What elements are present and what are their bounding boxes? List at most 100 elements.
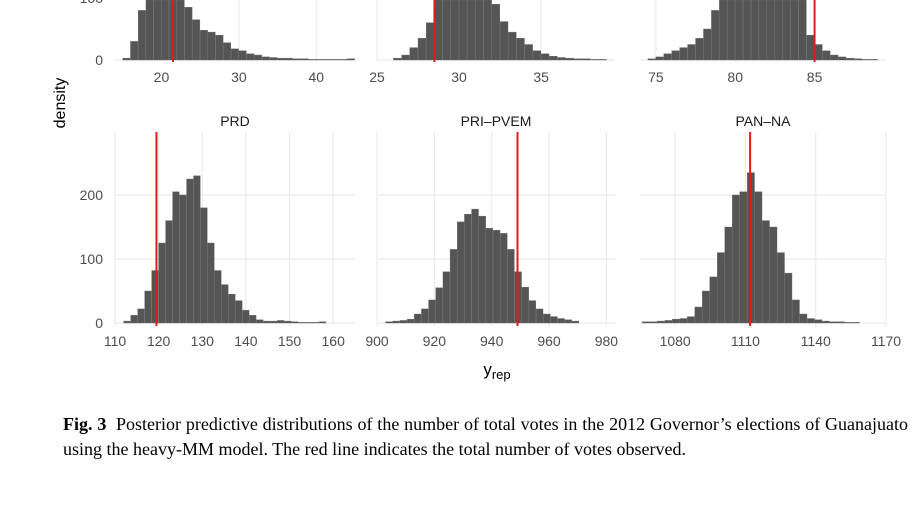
histogram-bars [647, 0, 878, 61]
x-tick-label: 110 [104, 333, 127, 349]
histogram-bar [298, 322, 306, 324]
histogram-bar [207, 31, 216, 61]
histogram-bar [426, 22, 435, 61]
histogram-bar [711, 10, 720, 61]
y-tick-label: 100 [80, 251, 104, 267]
histogram-bar [647, 58, 656, 61]
histogram-bar [145, 0, 154, 61]
histogram-bar [719, 0, 728, 61]
histogram-bar [130, 41, 139, 61]
histogram-bar [679, 47, 688, 61]
histogram-bar [421, 308, 429, 324]
histogram-bar [762, 220, 770, 324]
histogram-bar [777, 252, 785, 324]
histogram-bar [732, 194, 740, 324]
histogram-bar [679, 318, 688, 324]
histogram-bar [172, 191, 180, 324]
histogram-bar [524, 44, 533, 61]
histogram-bar [769, 226, 778, 324]
histogram-bar [717, 252, 725, 324]
histogram-bar [485, 228, 494, 324]
histogram-bar [766, 0, 775, 61]
histogram-bar [709, 276, 718, 324]
histogram-bar [246, 53, 255, 61]
histogram-bar [739, 191, 748, 324]
histogram-bar [137, 308, 145, 324]
histogram-bar [799, 313, 808, 324]
histogram-bar [852, 322, 860, 324]
histogram-bar [499, 21, 509, 61]
histogram-bar [186, 178, 194, 324]
histogram-bar [153, 0, 162, 61]
histogram-bar [291, 321, 299, 324]
histogram-bar [664, 320, 673, 324]
x-tick-label: 25 [369, 69, 385, 85]
histogram-bar [508, 31, 517, 61]
histogram-bar [200, 207, 208, 324]
histogram-bar [428, 299, 436, 324]
histogram-bar [742, 0, 751, 61]
histogram-bar [249, 315, 257, 324]
histogram-bar [467, 0, 476, 61]
histogram-bar [694, 306, 703, 324]
histogram-bar [807, 318, 815, 324]
histogram-bar [292, 58, 301, 61]
histogram-bar [507, 249, 515, 324]
histogram-bar [331, 59, 340, 61]
histogram-bar [475, 0, 484, 61]
histogram-bar [434, 0, 443, 61]
facet-panel-6: PAN–NA 1080 1110 1140 1170 [640, 113, 901, 349]
x-tick-label: 75 [648, 69, 664, 85]
histogram-bar [176, 0, 185, 61]
histogram-bar [557, 318, 565, 324]
histogram-bar [417, 38, 427, 61]
histogram-bar [339, 59, 348, 61]
histogram-bar [221, 284, 229, 324]
histogram-bars [393, 0, 607, 61]
histogram-bar [598, 59, 607, 61]
facet-panels: 20 30 40 0 100 25 30 35 75 80 85 PRD 110 120 130 140 150… [80, 0, 901, 349]
histogram-bar [207, 242, 215, 324]
histogram-bar [385, 321, 393, 324]
facet-title: PRD [220, 113, 250, 129]
histogram-bar [442, 271, 451, 324]
histogram-bar [269, 57, 278, 61]
facet-panel-4: PRD 110 120 130 140 150 160 0 100 200 [80, 113, 355, 349]
histogram-bar [230, 48, 239, 61]
histogram-bar [277, 320, 285, 324]
x-tick-label: 1110 [731, 333, 760, 349]
histogram-bar [193, 175, 201, 324]
histogram-bar [573, 58, 583, 61]
x-tick-label: 85 [807, 69, 823, 85]
histogram-bar [564, 319, 572, 324]
histogram-bar [214, 270, 222, 324]
histogram-bar [323, 59, 332, 61]
x-tick-label: 120 [147, 333, 171, 349]
histogram-bar [655, 56, 664, 61]
histogram-bar [861, 59, 871, 61]
histogram-bar [130, 315, 138, 324]
histogram-bar [300, 58, 309, 61]
histogram-bar [184, 7, 193, 61]
x-tick-label: 960 [537, 333, 561, 349]
x-tick-label: 130 [191, 333, 215, 349]
histogram-bar [471, 208, 479, 324]
histogram-bar [263, 320, 271, 324]
histogram-bar [435, 287, 443, 324]
histogram-bar [702, 290, 710, 324]
histogram-bar [535, 308, 544, 324]
histogram-bar [151, 270, 159, 324]
histogram-bar [284, 320, 292, 324]
histogram-bar [671, 50, 680, 61]
x-tick-label: 40 [309, 69, 325, 85]
histogram-bar [215, 35, 224, 61]
histogram-bar [261, 56, 270, 61]
histogram-bar [814, 44, 823, 61]
histogram-bar [784, 272, 793, 324]
x-axis-title-main: y [483, 360, 492, 379]
x-axis-title-subscript: rep [492, 367, 511, 382]
histogram-bar [557, 57, 566, 61]
histogram-bar [649, 321, 658, 324]
histogram-bar [837, 321, 845, 324]
histogram-bar [846, 57, 855, 61]
